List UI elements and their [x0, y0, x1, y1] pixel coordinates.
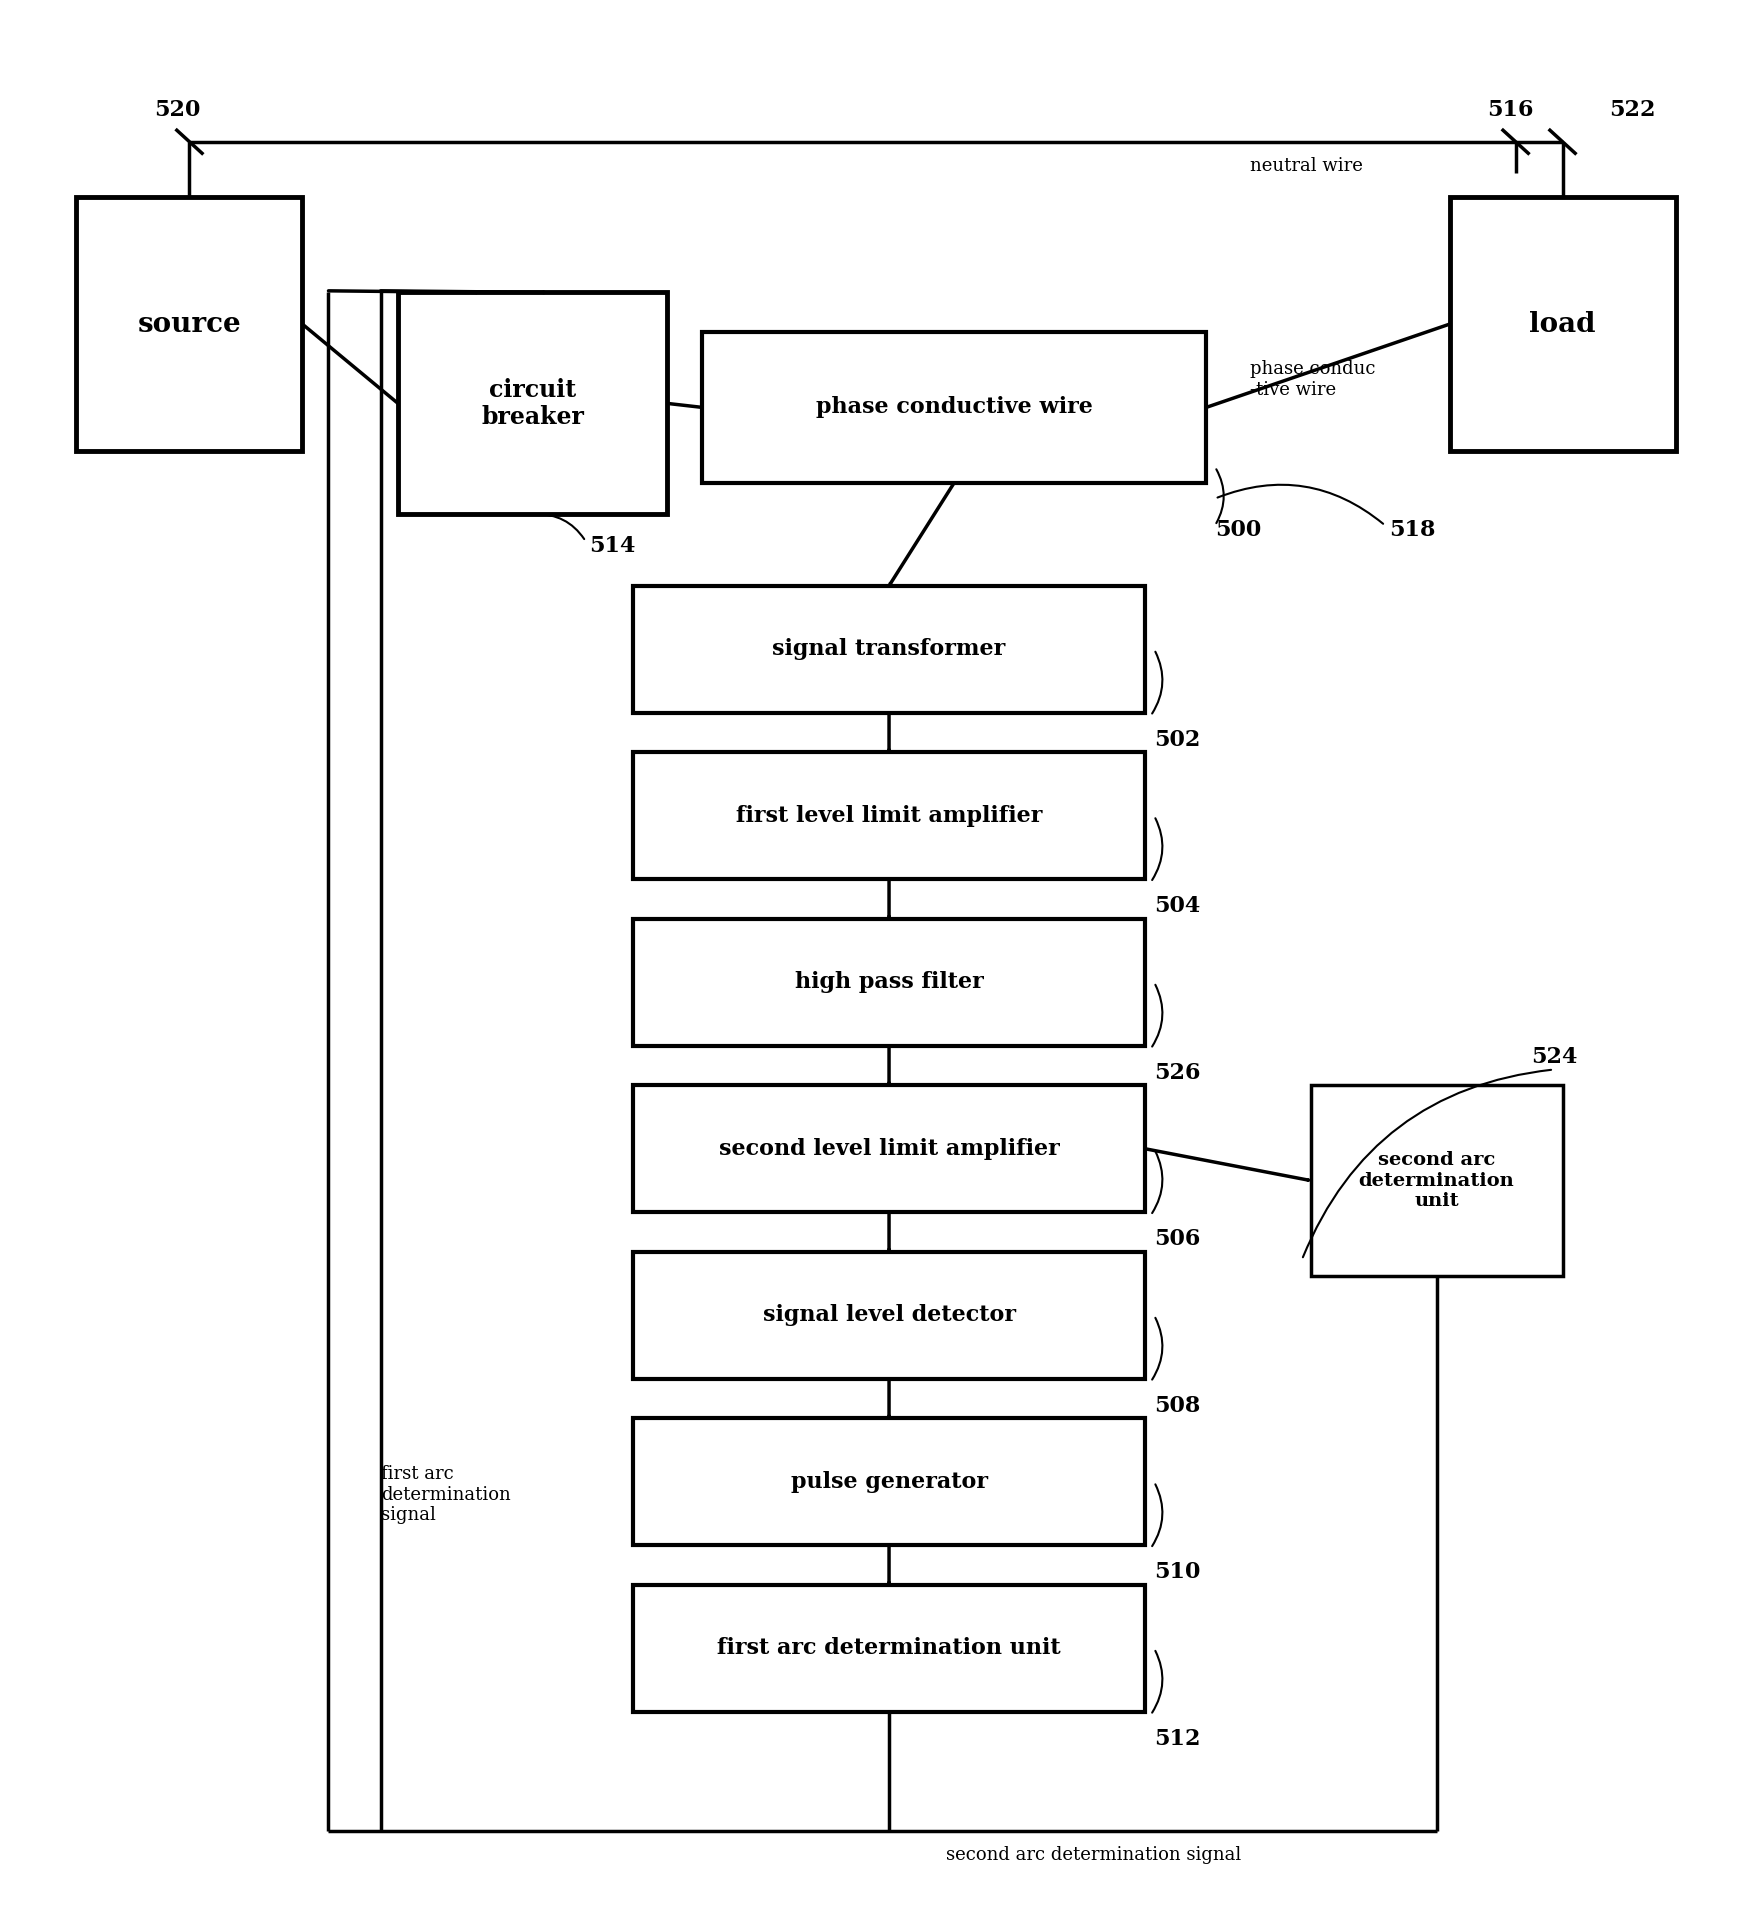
Text: 504: 504	[1155, 895, 1200, 916]
Text: 524: 524	[1531, 1047, 1577, 1068]
Text: first arc determination unit: first arc determination unit	[717, 1637, 1062, 1660]
Text: neutral wire: neutral wire	[1249, 157, 1363, 174]
Text: source: source	[138, 311, 242, 337]
Text: second arc
determination
unit: second arc determination unit	[1358, 1150, 1514, 1210]
Text: 500: 500	[1214, 520, 1261, 541]
Text: signal transformer: signal transformer	[773, 638, 1006, 659]
Bar	[632, 587, 1146, 713]
Text: 526: 526	[1155, 1062, 1200, 1083]
Text: high pass filter: high pass filter	[795, 972, 983, 993]
Text: signal level detector: signal level detector	[762, 1304, 1016, 1327]
Text: pulse generator: pulse generator	[790, 1470, 988, 1493]
Text: 522: 522	[1608, 100, 1656, 121]
Bar	[632, 1419, 1146, 1545]
Bar	[632, 1085, 1146, 1212]
Bar	[77, 197, 303, 450]
Text: 518: 518	[1389, 520, 1435, 541]
Bar	[632, 918, 1146, 1047]
Text: 506: 506	[1155, 1229, 1200, 1250]
Bar	[703, 332, 1205, 483]
Text: 512: 512	[1155, 1727, 1200, 1750]
Text: 510: 510	[1155, 1560, 1200, 1583]
Text: first level limit amplifier: first level limit amplifier	[736, 805, 1042, 826]
Bar	[632, 1585, 1146, 1712]
Text: 514: 514	[589, 535, 636, 558]
Text: phase conduc
-tive wire: phase conduc -tive wire	[1249, 360, 1375, 399]
Text: 520: 520	[154, 100, 200, 121]
Text: first arc
determination
signal: first arc determination signal	[380, 1465, 510, 1524]
Bar	[1449, 197, 1675, 450]
Text: 502: 502	[1155, 728, 1200, 751]
Text: phase conductive wire: phase conductive wire	[816, 397, 1093, 418]
Text: 508: 508	[1155, 1396, 1200, 1417]
Bar	[398, 293, 668, 514]
Text: load: load	[1529, 311, 1596, 337]
Text: second level limit amplifier: second level limit amplifier	[718, 1139, 1060, 1160]
Text: circuit
breaker: circuit breaker	[482, 378, 583, 429]
Text: 516: 516	[1487, 100, 1533, 121]
Bar	[632, 751, 1146, 880]
Bar	[632, 1252, 1146, 1378]
Bar	[1310, 1085, 1563, 1275]
Text: second arc determination signal: second arc determination signal	[946, 1846, 1240, 1863]
